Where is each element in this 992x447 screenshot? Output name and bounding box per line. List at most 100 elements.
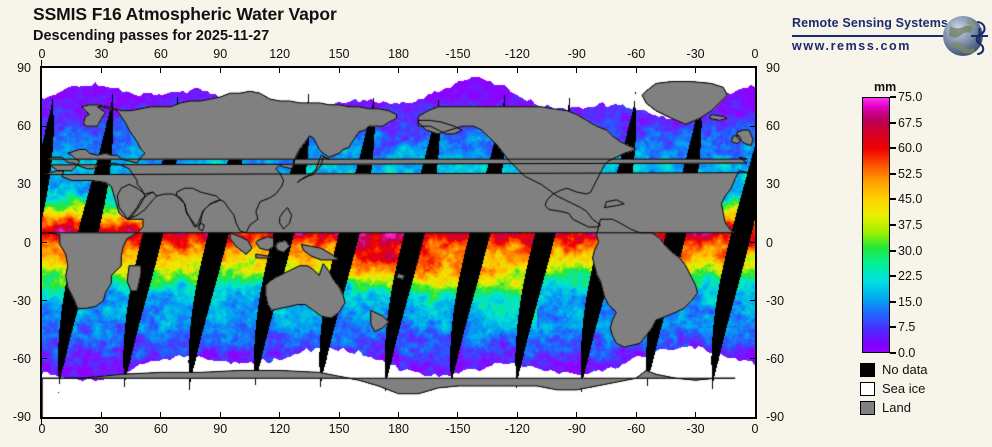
y-axis-tick-label-left: -30 (12, 293, 31, 308)
colorbar-tick-mark (890, 147, 896, 150)
y-axis-tick-mark-right (750, 358, 755, 360)
x-axis-tick-label-top: -30 (686, 47, 705, 61)
x-axis-tick-mark-top (576, 68, 578, 73)
y-axis-tick-mark-right (750, 300, 755, 302)
colorbar-tick-mark (890, 275, 896, 278)
y-axis-tick-mark-left (42, 242, 47, 243)
x-axis-tick-label-bottom: 90 (213, 422, 228, 436)
globe-crosshair-icon (943, 16, 988, 56)
legend-label: Sea ice (882, 381, 926, 396)
x-axis-tick-mark-top (398, 68, 399, 73)
x-axis-tick-mark-top (279, 68, 281, 73)
x-axis-tick-label-bottom: 0 (38, 422, 46, 436)
x-axis-tick-label-bottom: 0 (751, 422, 759, 436)
x-axis-tick-label-bottom: -120 (504, 422, 530, 436)
legend-item: No data (860, 360, 980, 379)
x-axis-tick-label-bottom: 30 (94, 422, 109, 436)
x-axis-tick-label-top: -60 (627, 47, 646, 61)
x-axis-tick-mark-bottom (279, 412, 281, 417)
x-axis-tick-mark-bottom (576, 412, 578, 417)
x-axis-tick-mark-top (635, 68, 637, 73)
x-axis-tick-mark-top (457, 68, 459, 73)
x-axis-tick-label-top: 0 (38, 47, 46, 61)
x-axis-tick-mark-bottom (160, 412, 162, 417)
y-axis-tick-label-left: 90 (17, 61, 31, 75)
y-axis-tick-label-left: 0 (24, 235, 31, 250)
legend-swatch (860, 381, 875, 396)
y-axis-tick-mark-left (42, 125, 47, 127)
x-axis-tick-label-bottom: -150 (445, 422, 471, 436)
water-vapor-map[interactable] (40, 66, 757, 419)
x-axis-tick-mark-bottom (338, 412, 340, 417)
axis-corner-stub (41, 419, 42, 425)
y-axis-tick-mark-left (42, 300, 47, 302)
colorbar-gradient (862, 97, 890, 353)
colorbar-tick-label: 37.5 (898, 218, 923, 232)
x-axis-tick-mark-bottom (695, 412, 697, 417)
x-axis-tick-label-top: 120 (269, 47, 291, 61)
colorbar-tick-label: 60.0 (898, 141, 923, 156)
legend-swatch (860, 362, 875, 377)
colorbar-tick-label: 30.0 (898, 243, 923, 258)
remss-logo: Remote Sensing Systems www.remss.com (792, 10, 988, 62)
y-axis-tick-label-right: -60 (766, 351, 785, 366)
x-axis-tick-mark-top (516, 68, 518, 73)
colorbar-tick-mark (890, 172, 896, 175)
legend-item: Sea ice (860, 379, 980, 398)
x-axis-tick-label-bottom: 120 (269, 422, 291, 436)
x-axis-tick-label-top: -90 (567, 47, 586, 61)
colorbar-tick-label: 22.5 (898, 269, 923, 284)
colorbar-tick-label: 7.5 (898, 320, 916, 335)
y-axis-tick-label-right: -30 (766, 293, 785, 308)
x-axis-tick-mark-bottom (635, 412, 637, 417)
y-axis-tick-mark-right (750, 125, 755, 127)
y-axis-tick-label-right: 30 (766, 177, 780, 192)
legend-label: Land (882, 400, 911, 415)
axis-corner-stub (41, 60, 42, 66)
colorbar-tick-mark (890, 96, 896, 98)
colorbar-tick-mark (890, 300, 896, 303)
map-legend: No data Sea ice Land (860, 360, 980, 417)
legend-swatch (860, 400, 875, 415)
x-axis-tick-label-top: -120 (504, 47, 530, 61)
page-title: SSMIS F16 Atmospheric Water Vapor (33, 4, 337, 24)
x-axis-tick-mark-bottom (219, 412, 221, 417)
y-axis-tick-label-right: 60 (766, 119, 780, 134)
x-axis-tick-mark-top (338, 68, 340, 73)
logo-organization-name: Remote Sensing Systems (792, 16, 949, 30)
x-axis-tick-label-top: 0 (751, 47, 759, 61)
colorbar-tick-mark (890, 224, 896, 226)
page-subtitle: Descending passes for 2025-11-27 (33, 28, 270, 44)
x-axis-tick-mark-top (100, 68, 102, 73)
x-axis-tick-label-top: 30 (94, 47, 109, 61)
x-axis-tick-label-top: 150 (328, 47, 350, 61)
y-axis-tick-label-right: 0 (766, 235, 773, 250)
x-axis-tick-label-top: 180 (388, 47, 409, 61)
y-axis-tick-label-right: -90 (766, 410, 785, 424)
x-axis-tick-mark-bottom (457, 412, 459, 417)
colorbar-tick-mark (890, 352, 896, 354)
colorbar-tick-label: 45.0 (898, 192, 923, 207)
colorbar-tick-mark (890, 198, 896, 201)
map-raster (42, 68, 755, 417)
y-axis-tick-label-left: 30 (17, 177, 31, 192)
y-axis-tick-label-left: -60 (12, 351, 31, 366)
colorbar-tick-label: 0.0 (898, 346, 916, 360)
y-axis-tick-mark-left (42, 358, 47, 360)
x-axis-tick-label-bottom: 60 (153, 422, 168, 436)
x-axis-tick-label-bottom: 180 (388, 422, 409, 436)
x-axis-tick-mark-top (160, 68, 162, 73)
y-axis-tick-label-left: 60 (17, 119, 31, 134)
colorbar-tick-label: 52.5 (898, 166, 923, 181)
colorbar-tick-mark (890, 249, 896, 252)
logo-divider (792, 35, 944, 37)
x-axis-tick-label-top: 60 (153, 47, 168, 61)
legend-label: No data (882, 362, 928, 377)
x-axis-tick-label-bottom: -60 (627, 422, 646, 436)
logo-website-url: www.remss.com (792, 39, 911, 53)
x-axis-tick-mark-bottom (516, 412, 518, 417)
colorbar-tick-label: 67.5 (898, 115, 923, 130)
y-axis-tick-label-right: 90 (766, 61, 780, 75)
x-axis-tick-label-bottom: -30 (686, 422, 705, 436)
x-axis-tick-label-bottom: -90 (567, 422, 586, 436)
